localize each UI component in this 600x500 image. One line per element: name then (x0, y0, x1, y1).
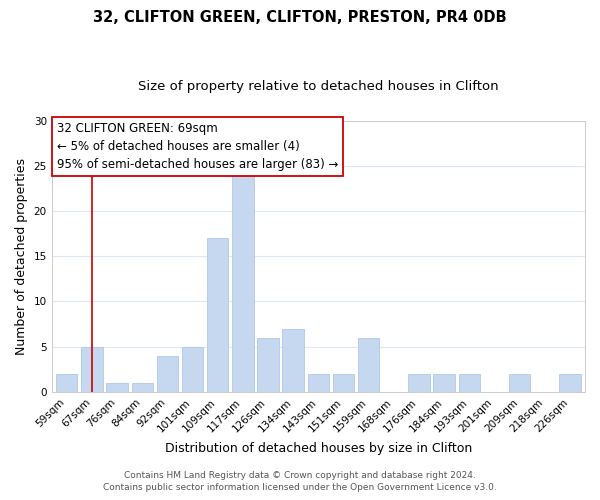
Bar (458, 374, 480, 392)
Bar (157, 356, 178, 392)
Bar (131, 383, 153, 392)
Title: Size of property relative to detached houses in Clifton: Size of property relative to detached ho… (138, 80, 499, 93)
Y-axis label: Number of detached properties: Number of detached properties (15, 158, 28, 355)
Bar (232, 175, 254, 392)
Bar (81, 346, 103, 392)
Bar (358, 338, 379, 392)
Bar (408, 374, 430, 392)
Bar (56, 374, 77, 392)
Bar (257, 338, 279, 392)
Bar (333, 374, 354, 392)
Bar (509, 374, 530, 392)
X-axis label: Distribution of detached houses by size in Clifton: Distribution of detached houses by size … (165, 442, 472, 455)
Bar (283, 328, 304, 392)
Bar (308, 374, 329, 392)
Text: 32 CLIFTON GREEN: 69sqm
← 5% of detached houses are smaller (4)
95% of semi-deta: 32 CLIFTON GREEN: 69sqm ← 5% of detached… (57, 122, 338, 171)
Bar (106, 383, 128, 392)
Bar (433, 374, 455, 392)
Bar (559, 374, 581, 392)
Bar (207, 238, 229, 392)
Bar (182, 346, 203, 392)
Text: Contains HM Land Registry data © Crown copyright and database right 2024.
Contai: Contains HM Land Registry data © Crown c… (103, 471, 497, 492)
Text: 32, CLIFTON GREEN, CLIFTON, PRESTON, PR4 0DB: 32, CLIFTON GREEN, CLIFTON, PRESTON, PR4… (93, 10, 507, 25)
